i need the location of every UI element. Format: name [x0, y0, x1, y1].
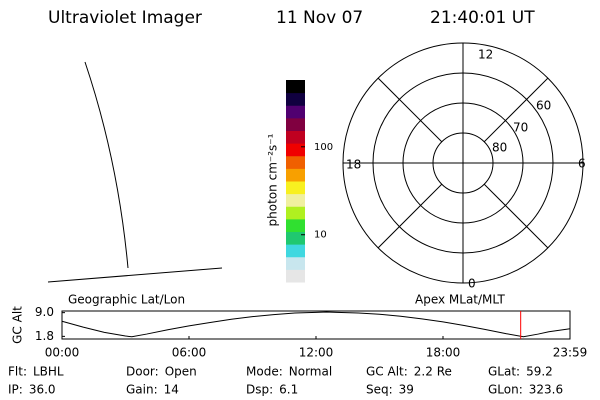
date: 11 Nov 07	[276, 8, 363, 28]
colorbar-cell	[286, 117, 305, 131]
plot-frame	[61, 310, 571, 340]
colorbar-cell	[286, 168, 305, 182]
info-value: 2.2 Re	[414, 365, 452, 379]
info-value: 323.6	[529, 383, 563, 397]
colorbar-cell	[286, 206, 305, 220]
colorbar-label: photon cm⁻²s⁻¹	[266, 133, 280, 226]
lat-label: 70	[513, 121, 528, 135]
colorbar-cell	[286, 269, 305, 283]
x-tick-label: 06:00	[172, 346, 207, 360]
info-value: 36.0	[29, 383, 56, 397]
right-label: Apex MLat/MLT	[415, 293, 505, 307]
info-value: 39	[399, 383, 414, 397]
polar-grid	[342, 42, 584, 284]
info-label: Dsp:	[246, 383, 273, 397]
x-tick-label: 00:00	[45, 346, 80, 360]
info-value: LBHL	[33, 365, 64, 379]
geo-grid-line	[47, 267, 223, 283]
x-tick-label: 12:00	[299, 346, 334, 360]
time: 21:40:01 UT	[430, 8, 535, 28]
info-label: Gain:	[126, 383, 158, 397]
y-tick-label: 9.0	[35, 305, 54, 319]
colorbar-tick-label: 10	[314, 230, 327, 241]
x-tick-label: 18:00	[426, 346, 461, 360]
y-tick-label: 1.8	[35, 329, 54, 343]
info-value: Open	[165, 365, 197, 379]
colorbar-cell	[286, 143, 305, 157]
x-tick-label: 23:59	[553, 346, 588, 360]
info-value: 59.2	[526, 365, 553, 379]
spoke	[377, 77, 443, 143]
colorbar-cell	[286, 244, 305, 258]
colorbar-cell	[286, 256, 305, 270]
mlt-label: 6	[578, 157, 586, 171]
info-label: Door:	[126, 365, 159, 379]
spoke	[377, 183, 443, 249]
altitude-line	[61, 311, 571, 338]
y-axis-label: GC Alt	[11, 306, 25, 344]
left-label: Geographic Lat/Lon	[68, 293, 185, 307]
lat-label: 80	[492, 141, 507, 155]
info-label: Seq:	[366, 383, 393, 397]
info-label: GC Alt:	[366, 365, 408, 379]
mlt-label: 18	[346, 158, 361, 172]
colorbar-cell	[286, 193, 305, 207]
info-value: 6.1	[279, 383, 298, 397]
info-label: GLat:	[488, 365, 520, 379]
info-label: GLon:	[488, 383, 523, 397]
colorbar-cell	[286, 218, 305, 232]
spoke	[483, 183, 549, 249]
info-label: Flt:	[8, 365, 27, 379]
colorbar-cell	[286, 155, 305, 169]
info-label: Mode:	[246, 365, 283, 379]
colorbar-cell	[286, 181, 305, 195]
colorbar-cell	[286, 92, 305, 106]
colorbar-tick-label: 100	[314, 142, 333, 153]
colorbar-cell	[286, 105, 305, 119]
spoke	[483, 77, 549, 143]
mlt-label: 12	[478, 48, 493, 62]
colorbar-cell	[286, 231, 305, 245]
mlt-label: 0	[468, 277, 476, 291]
info-value: Normal	[289, 365, 332, 379]
lat-label: 60	[536, 99, 551, 113]
colorbar-cell	[286, 80, 305, 94]
colorbar-cell	[286, 130, 305, 144]
title: Ultraviolet Imager	[48, 8, 202, 28]
geo-grid-line	[84, 61, 129, 269]
info-label: IP:	[8, 383, 23, 397]
info-value: 14	[164, 383, 179, 397]
